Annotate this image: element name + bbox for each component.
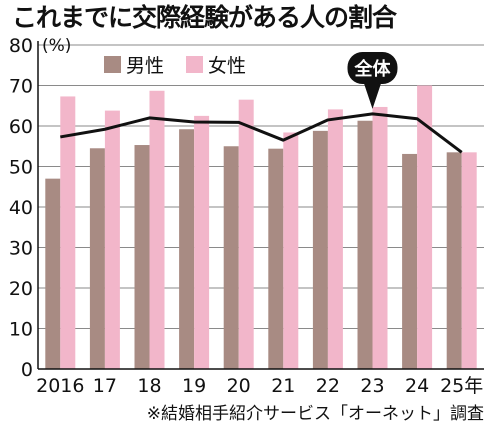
x-tick-label: 20 xyxy=(227,375,251,397)
y-tick-label: 10 xyxy=(9,319,33,341)
y-tick-label: 60 xyxy=(9,116,33,138)
bar-female xyxy=(104,110,120,370)
bar-male xyxy=(45,178,61,369)
y-tick-label: 0 xyxy=(21,359,33,381)
bar-female xyxy=(461,152,477,369)
total-callout-label: 全体 xyxy=(354,58,392,80)
legend-swatch-male xyxy=(104,56,121,73)
bar-female xyxy=(238,99,254,370)
bar-female xyxy=(60,96,76,369)
bar-male xyxy=(312,130,328,369)
x-tick-label: 23 xyxy=(360,375,384,397)
bar-male xyxy=(89,148,105,369)
bar-male xyxy=(446,152,462,369)
x-tick-label: 17 xyxy=(93,375,117,397)
axis-labels: 0 10 20 30 40 50 60 70 80 (%) 2016 17 18 19 20 21 22 23 24… xyxy=(9,35,483,397)
bar-female xyxy=(283,132,299,369)
x-tick-label: 21 xyxy=(271,375,295,397)
bar-male xyxy=(134,145,150,369)
y-tick-label: 70 xyxy=(9,76,33,98)
bar-female xyxy=(149,90,165,369)
legend: 男性 女性 xyxy=(104,55,246,77)
bar-male xyxy=(268,148,284,369)
bar-female xyxy=(417,85,433,369)
y-tick-label: 50 xyxy=(9,157,33,179)
legend-swatch-female xyxy=(186,56,203,73)
x-tick-label: 22 xyxy=(316,375,340,397)
y-tick-label: 80 xyxy=(9,35,33,57)
y-tick-label: 30 xyxy=(9,238,33,260)
total-callout-bubble xyxy=(347,52,398,84)
x-tick-label: 2016 xyxy=(36,375,84,397)
bar-male xyxy=(357,120,373,369)
bar-male xyxy=(179,129,195,369)
legend-label-female: 女性 xyxy=(208,55,246,77)
x-tick-label: 24 xyxy=(405,375,429,397)
x-tick-label: 19 xyxy=(182,375,206,397)
axes xyxy=(37,41,484,370)
x-tick-label: 25年 xyxy=(440,375,483,397)
legend-label-male: 男性 xyxy=(126,55,164,77)
bar-female xyxy=(194,115,210,369)
bar-male xyxy=(223,146,239,369)
source-note: ※結婚相手紹介サービス「オーネット」調査 xyxy=(146,404,484,424)
bar-female xyxy=(327,109,343,370)
chart-title: これまでに交際経験がある人の割合 xyxy=(12,3,397,32)
total-line-path xyxy=(60,112,463,154)
y-tick-label: 40 xyxy=(9,197,33,219)
y-tick-label: 20 xyxy=(9,278,33,300)
total-line: 全体 xyxy=(60,52,463,154)
y-unit-label: (%) xyxy=(42,36,71,56)
bar-female xyxy=(372,106,388,369)
total-callout-pointer xyxy=(363,82,382,109)
bars xyxy=(45,85,477,370)
bar-male xyxy=(402,153,418,369)
x-tick-label: 18 xyxy=(137,375,161,397)
